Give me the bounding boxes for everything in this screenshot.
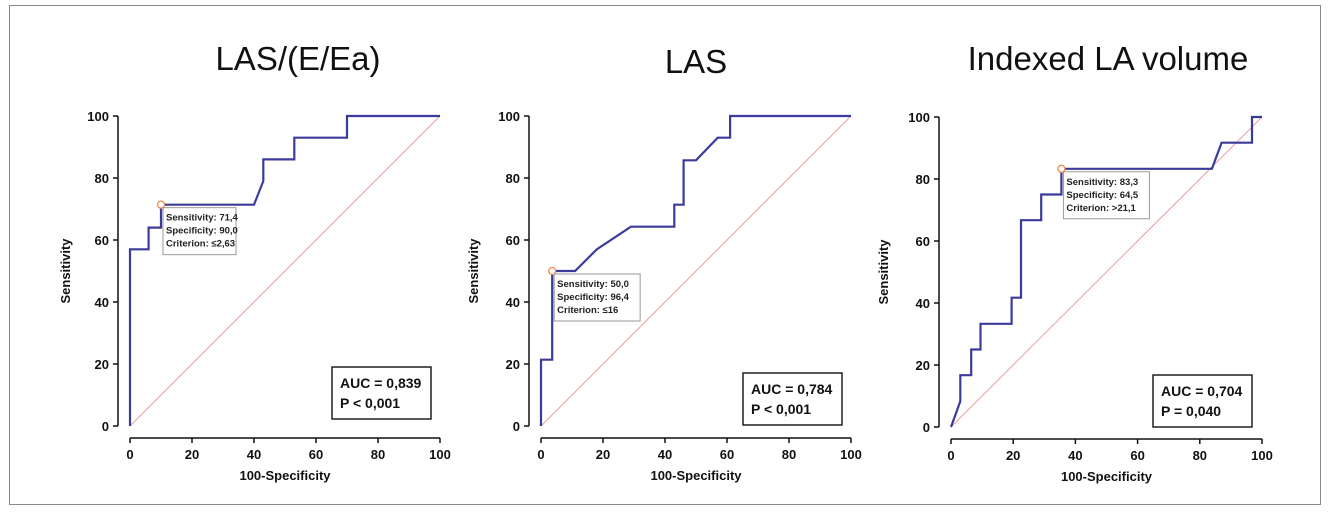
- auc-box: [742, 372, 843, 426]
- criterion-callout-box: [1062, 171, 1150, 220]
- x-tick-label: 60: [1130, 448, 1144, 463]
- p-value: P < 0,001: [340, 395, 400, 411]
- auc-box: [331, 366, 432, 420]
- x-tick-label: 40: [1068, 448, 1082, 463]
- y-tick-label: 100: [908, 110, 930, 125]
- callout-sensitivity: Sensitivity: 50,0: [557, 279, 629, 290]
- chart-1: LAS/(E/Ea) 0 20 40 60 80 100 0 20 40 60 80 100 100-Sp…: [58, 40, 451, 483]
- y-tick-label: 40: [95, 295, 109, 310]
- optimal-point-marker: [1057, 164, 1066, 173]
- chart-2: LAS 0 20 40 60 80 100 0 20 40 60 80 100 100-Specifici…: [466, 43, 862, 483]
- roc-curve: [539, 114, 851, 426]
- y-tick-label: 0: [513, 419, 520, 434]
- callout-sensitivity: Sensitivity: 83,3: [1066, 177, 1138, 188]
- chart-title: LAS: [665, 43, 727, 80]
- callout-criterion: Criterion: ≤2,63: [166, 239, 235, 250]
- auc-value: AUC = 0,839: [340, 375, 422, 391]
- optimal-point-marker: [156, 200, 166, 209]
- y-tick-label: 40: [916, 296, 930, 311]
- callout-criterion: Criterion: ≤16: [557, 305, 618, 316]
- x-tick-label: 60: [720, 447, 734, 462]
- p-value: P = 0,040: [1161, 403, 1221, 419]
- x-tick-label: 40: [247, 447, 261, 462]
- y-tick-label: 100: [87, 109, 109, 124]
- y-tick-label: 20: [95, 357, 109, 372]
- auc-box: [1152, 374, 1253, 428]
- roc-curve: [128, 114, 440, 426]
- x-tick-label: 0: [537, 447, 544, 462]
- x-tick-label: 100: [429, 447, 451, 462]
- y-tick-label: 60: [95, 233, 109, 248]
- chart-title: Indexed LA volume: [968, 40, 1249, 77]
- auc-value: AUC = 0,784: [751, 381, 833, 397]
- x-tick-label: 100: [840, 447, 862, 462]
- y-tick-label: 20: [916, 358, 930, 373]
- x-tick-label: 80: [782, 447, 796, 462]
- x-tick-label: 20: [185, 447, 199, 462]
- x-tick-label: 40: [658, 447, 672, 462]
- y-tick-label: 80: [95, 171, 109, 186]
- y-tick-label: 0: [102, 419, 109, 434]
- p-value: P < 0,001: [751, 401, 811, 417]
- x-tick-label: 20: [1006, 448, 1020, 463]
- y-tick-label: 40: [506, 295, 520, 310]
- callout-sensitivity: Sensitivity: 71,4: [166, 213, 239, 224]
- x-tick-label: 80: [1193, 448, 1207, 463]
- chart-title: LAS/(E/Ea): [215, 40, 380, 77]
- y-axis-label: Sensitivity: [876, 239, 891, 305]
- callout-specificity: Specificity: 90,0: [166, 226, 238, 237]
- y-tick-label: 100: [498, 109, 520, 124]
- chart-3: Indexed LA volume 0 20 40 60 80 100 0 20 40 60 80 10…: [876, 40, 1273, 484]
- y-axis-label: Sensitivity: [466, 238, 481, 304]
- x-axis-label: 100-Specificity: [239, 468, 331, 483]
- reference-diagonal: [540, 115, 852, 427]
- x-tick-label: 0: [126, 447, 133, 462]
- y-tick-label: 80: [916, 172, 930, 187]
- roc-curve: [949, 115, 1262, 428]
- y-tick-label: 60: [506, 233, 520, 248]
- x-tick-label: 60: [309, 447, 323, 462]
- callout-criterion: Criterion: >21,1: [1066, 203, 1136, 214]
- x-axis-label: 100-Specificity: [650, 468, 742, 483]
- auc-value: AUC = 0,704: [1161, 383, 1243, 399]
- criterion-callout-box: [553, 273, 641, 322]
- optimal-point-marker: [548, 266, 557, 276]
- x-tick-label: 100: [1251, 448, 1273, 463]
- y-tick-label: 60: [916, 234, 930, 249]
- callout-specificity: Specificity: 64,5: [1066, 190, 1139, 201]
- y-tick-label: 80: [506, 171, 520, 186]
- reference-diagonal: [129, 115, 441, 427]
- criterion-callout-box: [162, 207, 237, 256]
- x-tick-label: 80: [371, 447, 385, 462]
- x-axis-label: 100-Specificity: [1061, 469, 1153, 484]
- y-tick-label: 0: [923, 420, 930, 435]
- callout-specificity: Specificity: 96,4: [557, 292, 630, 303]
- x-tick-label: 0: [947, 448, 954, 463]
- y-tick-label: 20: [506, 357, 520, 372]
- y-axis-label: Sensitivity: [58, 238, 73, 304]
- x-tick-label: 20: [596, 447, 610, 462]
